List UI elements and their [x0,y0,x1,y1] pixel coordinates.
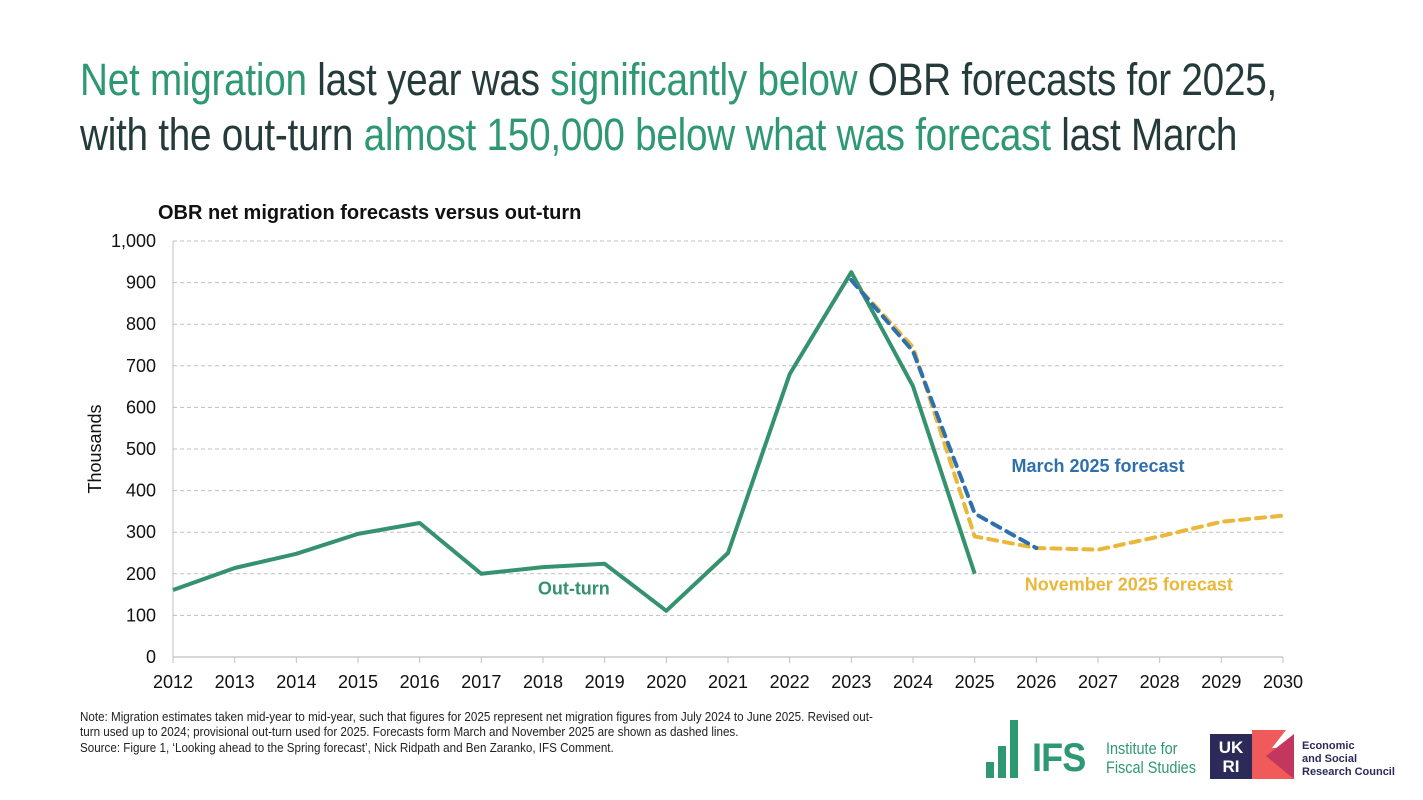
series-line-out-turn [172,270,977,613]
y-tick-label: 100 [126,605,156,625]
series-annotation: March 2025 forecast [1011,456,1184,476]
x-tick-label: 2019 [585,672,625,692]
x-tick-label: 2023 [831,672,871,692]
y-tick-label: 400 [126,481,156,501]
y-tick-label: 1,000 [111,231,156,251]
y-tick-label: 200 [126,564,156,584]
x-tick-label: 2021 [708,672,748,692]
y-axis-label: Thousands [85,404,105,493]
y-tick-label: 800 [126,314,156,334]
note-text: Note: Migration estimates taken mid-year… [80,710,873,740]
headline-seg: last March [1050,109,1238,160]
ukri-line-1: UK [1218,738,1244,757]
headline-seg: almost 150,000 below what was forecast [363,109,1051,160]
x-tick-label: 2030 [1263,672,1303,692]
series-line-november-2025-forecast [849,278,1285,552]
chart-title: OBR net migration forecasts versus out-t… [158,202,582,224]
ifs-name-line-2: Fiscal Studies [1106,758,1196,777]
esrc-name: Economic and Social Research Council [1302,740,1395,779]
headline-seg: last year was [306,54,551,105]
ukri-esrc-logo: UK RI Economic and Social Research Counc… [1210,730,1410,780]
x-tick-label: 2028 [1140,672,1180,692]
x-tick-label: 2024 [893,672,933,692]
series-annotation: Out-turn [538,579,610,599]
x-tick-label: 2027 [1078,672,1118,692]
axis-layer: 0 100 200 300 400 500 600 700 800 900 1,000 2012 201… [85,231,1303,692]
footnote: Note: Migration estimates taken mid-year… [80,710,880,756]
x-tick-label: 2029 [1201,672,1241,692]
x-tick-label: 2020 [646,672,686,692]
y-tick-label: 500 [126,439,156,459]
ifs-abbr: IFS [1032,736,1086,780]
y-tick-label: 900 [126,273,156,293]
x-tick-label: 2013 [215,672,255,692]
x-tick-label: 2014 [276,672,316,692]
y-tick-label: 700 [126,356,156,376]
headline: Net migration last year was significantl… [80,52,1277,162]
y-tick-label: 0 [146,647,156,667]
ifs-name-line-1: Institute for [1106,739,1178,758]
x-tick-label: 2018 [523,672,563,692]
grid-layer [173,240,1283,616]
headline-seg: significantly below [550,54,858,105]
series-layer [172,270,1285,613]
x-tick-label: 2016 [400,672,440,692]
headline-seg: with the out-turn [80,109,364,160]
headline-line-2: with the out-turn almost 150,000 below w… [80,107,1237,162]
x-tick-label: 2025 [955,672,995,692]
ukri-mark: UK RI [1210,734,1252,779]
series-line-march-2025-forecast [849,278,1039,550]
esrc-line-3: Research Council [1302,766,1395,778]
x-tick-label: 2012 [153,672,193,692]
ukri-chevron-icon [1252,730,1294,779]
esrc-line-1: Economic [1302,740,1355,752]
x-tick-label: 2015 [338,672,378,692]
ukri-line-2: RI [1222,757,1240,776]
source-text: Source: Figure 1, ‘Looking ahead to the … [80,740,614,755]
esrc-line-2: and Social [1302,753,1358,765]
x-tick-label: 2022 [770,672,810,692]
label-layer: Out-turn March 2025 forecast November 2025… [538,456,1233,599]
x-tick-label: 2017 [461,672,501,692]
headline-seg: OBR forecasts for 2025, [857,54,1277,105]
bar-chart-icon [986,718,1026,778]
ifs-logo: IFS Institute for Fiscal Studies [986,718,1196,782]
y-tick-label: 600 [126,397,156,417]
series-annotation: November 2025 forecast [1025,574,1233,594]
headline-seg: Net migration [80,54,307,105]
headline-line-1: Net migration last year was significantl… [80,52,1277,107]
x-tick-label: 2026 [1016,672,1056,692]
y-tick-label: 300 [126,522,156,542]
ifs-name: Institute for Fiscal Studies [1106,739,1196,777]
